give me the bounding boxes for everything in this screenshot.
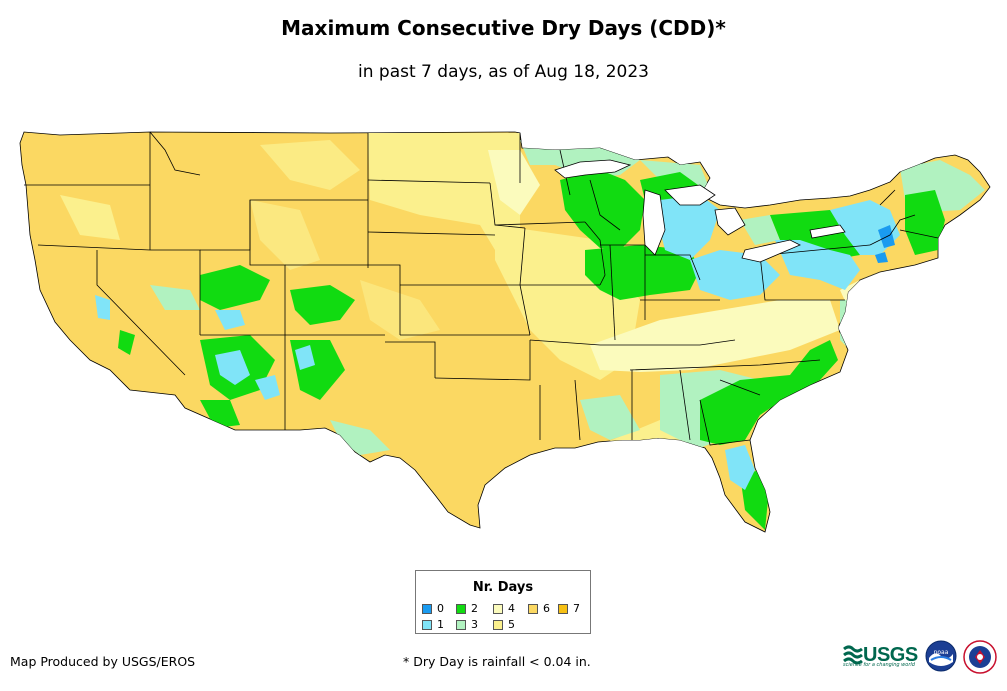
legend-swatch-1 (422, 619, 432, 630)
legend-label-4: 4 (508, 602, 515, 615)
legend-swatch-6 (528, 603, 538, 614)
nws-logo (963, 640, 997, 674)
map-title: Maximum Consecutive Dry Days (CDD)* (281, 16, 726, 40)
legend-item-6: 6 (528, 602, 550, 615)
noaa-logo-text: noaa (934, 649, 949, 656)
legend-label-3: 3 (471, 618, 478, 631)
legend-grid: 0 1 2 3 4 5 6 7 (422, 602, 590, 632)
dry-day-footnote: * Dry Day is rainfall < 0.04 in. (403, 654, 591, 669)
legend-label-0: 0 (437, 602, 444, 615)
map-subtitle: in past 7 days, as of Aug 18, 2023 (358, 62, 649, 82)
legend-label-5: 5 (508, 618, 515, 631)
legend-label-7: 7 (573, 602, 580, 615)
legend-item-3: 3 (456, 618, 478, 631)
legend-item-4: 4 (493, 602, 515, 615)
legend-item-5: 5 (493, 618, 515, 631)
legend-swatch-0 (422, 603, 432, 614)
legend-label-2: 2 (471, 602, 478, 615)
usgs-wordmark: USGS (863, 643, 918, 666)
legend: Nr. Days 0 1 2 3 4 5 6 (415, 570, 591, 634)
legend-swatch-7 (558, 603, 568, 614)
state-boundaries (24, 131, 939, 446)
legend-label-6: 6 (543, 602, 550, 615)
legend-swatch-5 (493, 619, 503, 630)
great-lakes (554, 159, 846, 263)
legend-swatch-3 (456, 619, 466, 630)
usgs-wave-icon (843, 645, 863, 665)
legend-item-0: 0 (422, 602, 444, 615)
legend-item-7: 7 (558, 602, 580, 615)
legend-item-1: 1 (422, 618, 444, 631)
legend-swatch-2 (456, 603, 466, 614)
map-credit: Map Produced by USGS/EROS (10, 654, 196, 669)
noaa-logo: noaa (925, 640, 957, 672)
legend-swatch-4 (493, 603, 503, 614)
usgs-tagline: science for a changing world (843, 662, 915, 668)
legend-label-1: 1 (437, 618, 444, 631)
usgs-logo: USGS science for a changing world (843, 640, 921, 670)
legend-title: Nr. Days (472, 580, 534, 595)
legend-item-2: 2 (456, 602, 478, 615)
